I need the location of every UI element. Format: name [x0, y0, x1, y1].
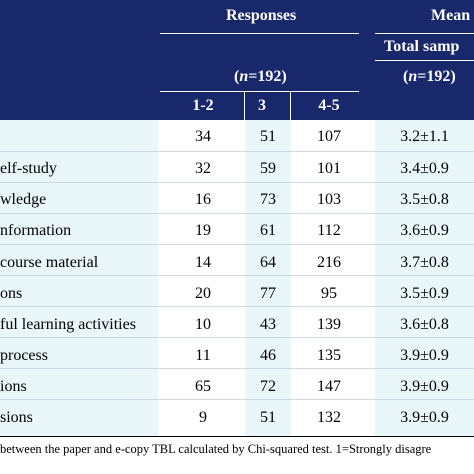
cell-disagree: 32	[195, 160, 211, 177]
row-divider	[0, 182, 474, 183]
cell-neutral: 43	[260, 316, 276, 333]
cell-mean: 3.9±0.9	[400, 409, 449, 426]
cell-mean: 3.6±0.9	[400, 222, 449, 239]
row-label: elf-study	[0, 160, 57, 177]
header-divider-total	[375, 60, 474, 61]
cell-mean: 3.5±0.9	[400, 285, 449, 302]
responses-heading: Responses	[226, 7, 297, 24]
row-divider	[0, 275, 474, 276]
cell-mean: 3.9±0.9	[400, 378, 449, 395]
total-sample-heading: Total samp	[384, 38, 460, 55]
cell-neutral: 73	[260, 191, 276, 208]
mean-n-label: (n=192)	[403, 68, 456, 85]
cell-disagree: 16	[195, 191, 211, 208]
cell-agree: 147	[317, 378, 341, 395]
shaded-label-column	[0, 120, 158, 436]
header-divider-responses	[160, 33, 359, 34]
cell-neutral: 51	[260, 128, 276, 145]
cell-disagree: 10	[195, 316, 211, 333]
shaded-column-3	[245, 120, 291, 436]
cell-agree: 95	[321, 285, 337, 302]
cell-neutral: 64	[260, 254, 276, 271]
header-divider-columns	[160, 91, 359, 92]
cell-disagree: 9	[199, 409, 207, 426]
cell-agree: 135	[317, 347, 341, 364]
cell-agree: 103	[317, 191, 341, 208]
cell-neutral: 51	[260, 409, 276, 426]
cell-mean: 3.9±0.9	[400, 347, 449, 364]
cell-neutral: 59	[260, 160, 276, 177]
header-divider-mean	[375, 33, 474, 34]
cell-disagree: 11	[195, 347, 211, 364]
row-label: process	[0, 347, 48, 364]
row-label: ions	[0, 378, 27, 395]
row-divider	[0, 306, 474, 307]
cell-neutral: 72	[260, 378, 276, 395]
row-divider	[0, 151, 474, 152]
cell-neutral: 77	[260, 285, 276, 302]
row-divider	[0, 213, 474, 214]
header-column-separator	[244, 91, 245, 120]
row-label: course material	[0, 254, 99, 271]
row-label: wledge	[0, 191, 47, 208]
table-footnote: between the paper and e-copy TBL calcula…	[0, 443, 432, 456]
row-label: sions	[0, 409, 33, 426]
cell-mean: 3.2±1.1	[400, 128, 449, 145]
column-header-3: 3	[258, 97, 266, 114]
cell-mean: 3.7±0.8	[400, 254, 449, 271]
row-divider	[0, 368, 474, 369]
cell-disagree: 65	[195, 378, 211, 395]
cell-agree: 101	[317, 160, 341, 177]
row-label: nformation	[0, 222, 72, 239]
mean-heading: Mean	[431, 7, 471, 24]
cell-neutral: 46	[260, 347, 276, 364]
cell-agree: 107	[317, 128, 341, 145]
responses-n-label: (n=192)	[234, 68, 287, 85]
row-label: ful learning activities	[0, 316, 136, 333]
cell-mean: 3.5±0.8	[400, 191, 449, 208]
table-bottom-rule	[0, 436, 474, 437]
cell-disagree: 14	[195, 254, 211, 271]
cell-agree: 112	[317, 222, 341, 239]
cell-agree: 132	[317, 409, 341, 426]
column-header-4-5: 4-5	[318, 97, 340, 114]
cell-agree: 216	[317, 254, 341, 271]
cell-disagree: 19	[195, 222, 211, 239]
row-divider	[0, 337, 474, 338]
cell-mean: 3.4±0.9	[400, 160, 449, 177]
cell-mean: 3.6±0.8	[400, 316, 449, 333]
row-divider	[0, 244, 474, 245]
cell-disagree: 34	[195, 128, 211, 145]
header-column-separator	[290, 91, 291, 120]
cell-disagree: 20	[195, 285, 211, 302]
column-header-1-2: 1-2	[192, 97, 214, 114]
row-label: ons	[0, 285, 23, 302]
row-divider	[0, 399, 474, 400]
shaded-mean-column	[375, 120, 474, 436]
cell-neutral: 61	[260, 222, 276, 239]
cell-agree: 139	[317, 316, 341, 333]
